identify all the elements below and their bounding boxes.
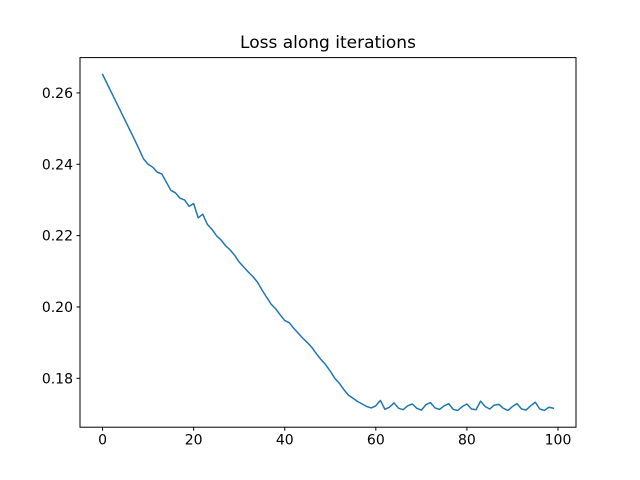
x-tick-label: 20: [185, 433, 203, 449]
chart-title: Loss along iterations: [240, 33, 416, 53]
x-tick-label: 0: [98, 433, 107, 449]
y-tick-label: 0.20: [42, 300, 73, 316]
y-tick-label: 0.26: [42, 86, 73, 102]
y-tick-label: 0.22: [42, 229, 73, 245]
x-tick-label: 60: [367, 433, 385, 449]
x-tick-label: 80: [458, 433, 476, 449]
y-tick-label: 0.18: [42, 371, 73, 387]
plot-frame: [79, 57, 577, 428]
loss-line: [101, 73, 555, 412]
y-tick-label: 0.24: [42, 157, 73, 173]
x-tick-label: 100: [545, 433, 572, 449]
x-tick-label: 40: [276, 433, 294, 449]
